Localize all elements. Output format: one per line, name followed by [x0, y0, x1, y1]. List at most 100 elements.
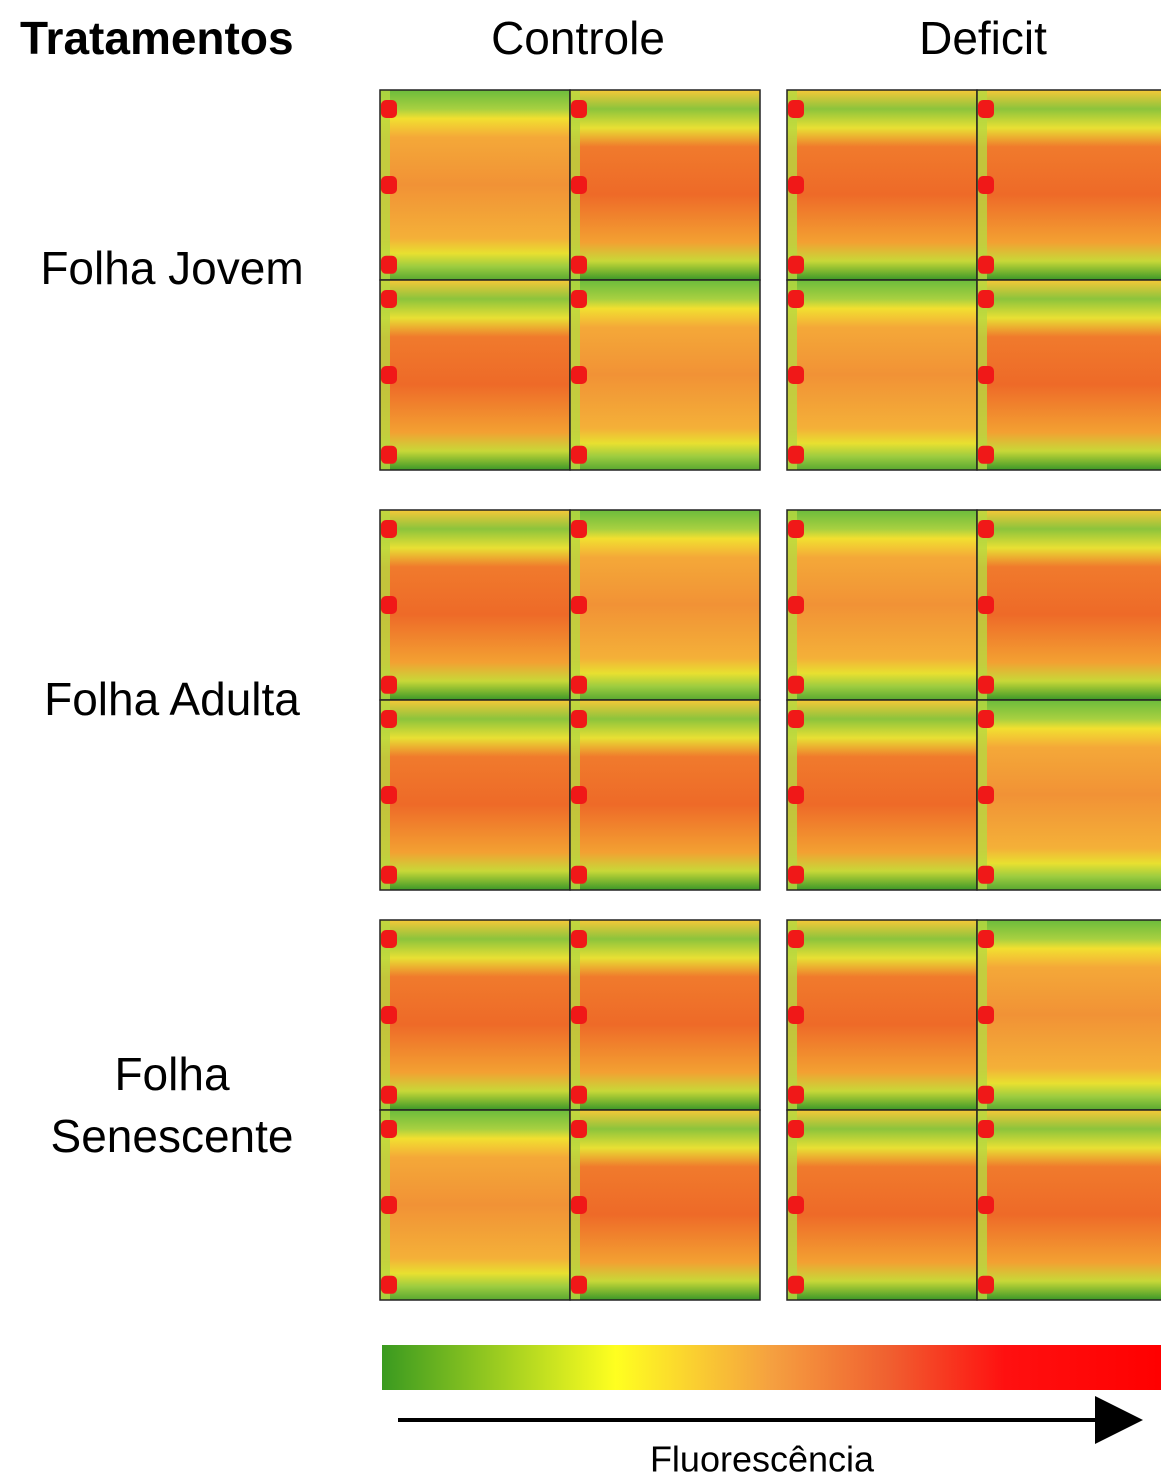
marker-dot: [381, 866, 397, 884]
marker-dot: [978, 676, 994, 694]
colorbar-label: Fluorescência: [650, 1439, 875, 1479]
marker-dot: [381, 930, 397, 948]
marker-dot: [381, 1006, 397, 1024]
marker-dot: [381, 290, 397, 308]
leaf-image: [977, 280, 1161, 470]
marker-dot: [788, 596, 804, 614]
marker-dot: [788, 256, 804, 274]
leaf-image: [787, 920, 977, 1110]
row-label: Senescente: [51, 1110, 294, 1162]
marker-dot: [788, 1196, 804, 1214]
marker-dot: [788, 1120, 804, 1138]
column-label: Deficit: [919, 12, 1047, 64]
marker-dot: [978, 100, 994, 118]
marker-dot: [978, 290, 994, 308]
leaf-image: [787, 510, 977, 700]
leaf-image: [977, 700, 1161, 890]
marker-dot: [978, 520, 994, 538]
marker-dot: [788, 866, 804, 884]
marker-dot: [571, 930, 587, 948]
leaf-image: [380, 280, 570, 470]
marker-dot: [571, 100, 587, 118]
marker-dot: [381, 256, 397, 274]
leaf-image: [787, 90, 977, 280]
marker-dot: [788, 1006, 804, 1024]
marker-dot: [788, 366, 804, 384]
leaf-image: [787, 700, 977, 890]
leaf-image: [570, 700, 760, 890]
marker-dot: [978, 256, 994, 274]
marker-dot: [788, 290, 804, 308]
colorbar: [382, 1345, 1161, 1390]
marker-dot: [381, 1276, 397, 1294]
marker-dot: [571, 786, 587, 804]
marker-dot: [571, 710, 587, 728]
marker-dot: [978, 786, 994, 804]
leaf-image: [380, 1110, 570, 1300]
leaf-image: [570, 90, 760, 280]
leaf-image: [570, 280, 760, 470]
marker-dot: [381, 366, 397, 384]
leaf-image: [977, 510, 1161, 700]
marker-dot: [571, 520, 587, 538]
leaf-image: [570, 510, 760, 700]
marker-dot: [571, 596, 587, 614]
marker-dot: [978, 1120, 994, 1138]
marker-dot: [381, 100, 397, 118]
marker-dot: [788, 1276, 804, 1294]
marker-dot: [381, 1120, 397, 1138]
leaf-image: [977, 90, 1161, 280]
marker-dot: [978, 1086, 994, 1104]
marker-dot: [381, 676, 397, 694]
marker-dot: [571, 1086, 587, 1104]
marker-dot: [978, 1006, 994, 1024]
marker-dot: [571, 1120, 587, 1138]
marker-dot: [381, 596, 397, 614]
marker-dot: [978, 930, 994, 948]
marker-dot: [978, 176, 994, 194]
leaf-image: [380, 90, 570, 280]
marker-dot: [978, 1196, 994, 1214]
marker-dot: [978, 866, 994, 884]
marker-dot: [381, 520, 397, 538]
leaf-image: [787, 280, 977, 470]
marker-dot: [381, 176, 397, 194]
marker-dot: [788, 100, 804, 118]
marker-dot: [788, 520, 804, 538]
leaf-image: [380, 700, 570, 890]
marker-dot: [788, 710, 804, 728]
header-title: Tratamentos: [20, 12, 294, 64]
marker-dot: [788, 1086, 804, 1104]
marker-dot: [978, 596, 994, 614]
marker-dot: [571, 676, 587, 694]
marker-dot: [381, 710, 397, 728]
marker-dot: [978, 366, 994, 384]
marker-dot: [571, 1006, 587, 1024]
image-panels: [380, 90, 1161, 1300]
marker-dot: [571, 866, 587, 884]
row-label: Folha: [114, 1048, 229, 1100]
leaf-image: [380, 920, 570, 1110]
leaf-image: [977, 1110, 1161, 1300]
column-label: Controle: [491, 12, 665, 64]
marker-dot: [571, 176, 587, 194]
leaf-image: [380, 510, 570, 700]
marker-dot: [788, 786, 804, 804]
row-label: Folha Jovem: [40, 242, 303, 294]
marker-dot: [788, 676, 804, 694]
leaf-image: [977, 920, 1161, 1110]
marker-dot: [381, 446, 397, 464]
marker-dot: [571, 1196, 587, 1214]
marker-dot: [381, 1196, 397, 1214]
marker-dot: [571, 1276, 587, 1294]
marker-dot: [571, 446, 587, 464]
leaf-image: [570, 1110, 760, 1300]
figure: Tratamentos Controle Deficit Folha Jovem…: [0, 0, 1161, 1479]
marker-dot: [381, 786, 397, 804]
marker-dot: [978, 1276, 994, 1294]
marker-dot: [978, 446, 994, 464]
marker-dot: [788, 446, 804, 464]
marker-dot: [571, 366, 587, 384]
marker-dot: [788, 176, 804, 194]
marker-dot: [978, 710, 994, 728]
